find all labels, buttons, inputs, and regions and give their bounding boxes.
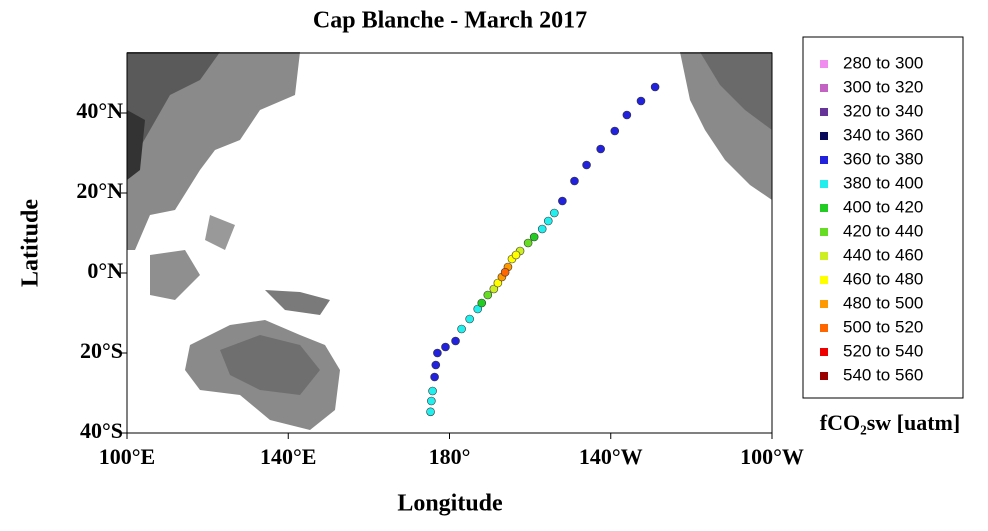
- land-islands: [205, 215, 235, 250]
- track-point: [441, 342, 450, 352]
- legend-swatch: [820, 84, 828, 92]
- legend-swatch: [820, 276, 828, 284]
- legend-swatch: [820, 108, 828, 116]
- land-asia-dark: [127, 52, 220, 170]
- y-tick-label: 40°S: [80, 418, 123, 443]
- legend-label: 300 to 320: [843, 77, 923, 96]
- land-asia-darkest: [127, 110, 145, 180]
- track-point: [489, 284, 499, 294]
- track-point: [650, 82, 660, 92]
- track-point: [558, 196, 567, 206]
- track-point: [596, 144, 605, 154]
- track-point: [433, 348, 442, 358]
- y-tick-label: 20°S: [80, 338, 123, 363]
- land-australia-dark: [220, 335, 320, 395]
- track-point: [582, 160, 591, 170]
- legend-swatch: [820, 228, 828, 236]
- y-axis-label: Latitude: [18, 199, 44, 287]
- legend-swatch: [820, 252, 828, 260]
- legend-label: 420 to 440: [843, 221, 923, 240]
- x-tick-label: 100°W: [740, 444, 804, 469]
- land-new-guinea: [265, 290, 330, 315]
- track-point: [426, 407, 435, 417]
- legend-label: 500 to 520: [843, 317, 923, 336]
- track-point: [610, 126, 620, 136]
- legend-swatch: [820, 60, 828, 68]
- track-point: [428, 386, 437, 396]
- track-point: [477, 298, 487, 308]
- legend-swatch: [820, 180, 828, 188]
- track-point: [500, 267, 510, 277]
- legend-swatch: [820, 132, 828, 140]
- legend-label: 360 to 380: [843, 149, 923, 168]
- track-point: [457, 324, 466, 334]
- track-point: [570, 176, 579, 186]
- legend-title: fCO₂sw [uatm]: [820, 410, 960, 435]
- legend-swatch: [820, 372, 828, 380]
- legend-swatch: [820, 156, 828, 164]
- legend-box: [802, 36, 964, 399]
- legend-label: 400 to 420: [843, 197, 923, 216]
- track-point: [511, 250, 521, 260]
- track-point: [465, 314, 474, 324]
- track-point: [483, 290, 493, 300]
- legend-label: 320 to 340: [843, 101, 923, 120]
- y-tick-label: 0°N: [87, 258, 123, 283]
- track-point: [431, 360, 441, 370]
- y-tick-label: 20°N: [76, 178, 123, 203]
- legend-label: 380 to 400: [843, 173, 923, 192]
- track-point: [427, 396, 436, 406]
- legend-label: 540 to 560: [843, 365, 923, 384]
- land-north-america-dark: [700, 52, 772, 130]
- legend-label: 340 to 360: [843, 125, 923, 144]
- legend-label: 460 to 480: [843, 269, 923, 288]
- legend-swatch: [820, 300, 828, 308]
- x-tick-label: 140°E: [260, 444, 316, 469]
- land-asia: [127, 52, 300, 250]
- track-point: [622, 110, 632, 120]
- track-point: [523, 238, 533, 248]
- legend-label: 440 to 460: [843, 245, 923, 264]
- legend-label: 280 to 300: [843, 53, 923, 72]
- chart-title: Cap Blanche - March 2017: [313, 8, 587, 34]
- x-tick-label: 100°E: [99, 444, 155, 469]
- track-point: [543, 216, 553, 226]
- legend-swatch: [820, 204, 828, 212]
- legend-swatch: [820, 324, 828, 332]
- track-point: [451, 336, 460, 346]
- x-tick-label: 140°W: [579, 444, 643, 469]
- track-point: [529, 232, 539, 242]
- track-point: [636, 96, 646, 106]
- land: [127, 52, 772, 430]
- track-point: [493, 278, 503, 288]
- x-tick-label: 180°: [429, 444, 471, 469]
- track-point: [430, 372, 439, 382]
- track-point: [473, 304, 483, 314]
- land-islands: [150, 250, 200, 300]
- legend-swatch: [820, 348, 828, 356]
- x-axis-label: Longitude: [397, 491, 503, 517]
- track-point: [550, 208, 559, 218]
- y-tick-label: 40°N: [76, 98, 123, 123]
- legend-label: 520 to 540: [843, 341, 923, 360]
- track-point: [537, 224, 547, 234]
- legend-label: 480 to 500: [843, 293, 923, 312]
